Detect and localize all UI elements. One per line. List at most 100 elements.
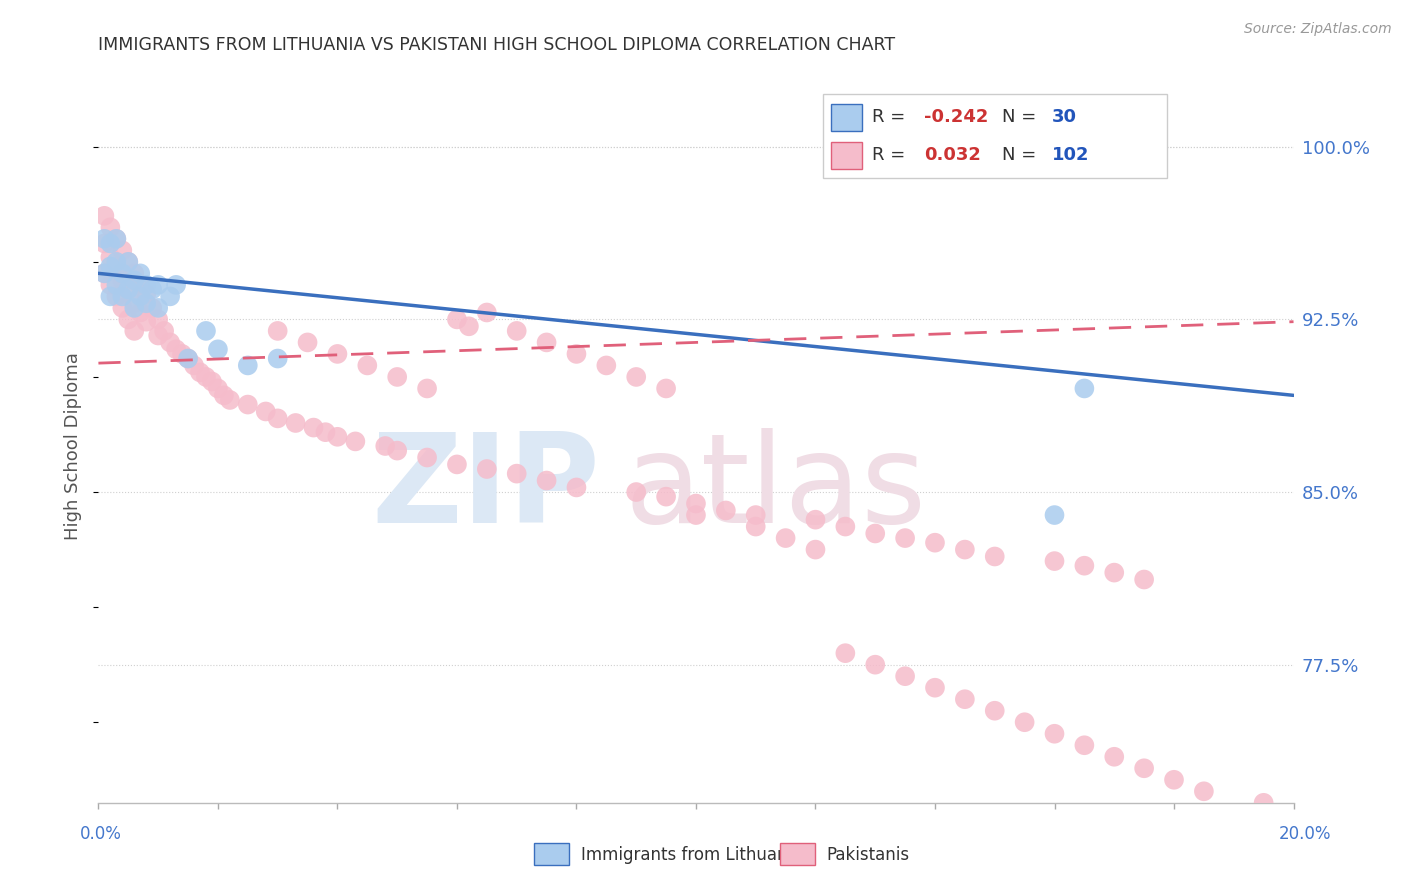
Point — [129, 266, 152, 280]
Point — [236, 359, 259, 373]
Point — [834, 646, 856, 660]
Point — [124, 301, 146, 315]
Point — [714, 503, 737, 517]
Point — [117, 312, 139, 326]
Point — [111, 244, 134, 258]
Point — [267, 411, 290, 425]
Point — [100, 236, 122, 251]
Point — [297, 335, 319, 350]
Point — [267, 351, 290, 366]
Point — [385, 443, 409, 458]
Text: R =: R = — [872, 108, 905, 127]
Text: 30: 30 — [1052, 108, 1077, 127]
Point — [1104, 749, 1126, 764]
Point — [953, 692, 976, 706]
Point — [1163, 772, 1185, 787]
Point — [141, 283, 163, 297]
Point — [93, 236, 115, 251]
Point — [135, 277, 157, 292]
Point — [105, 232, 128, 246]
Point — [165, 277, 187, 292]
Point — [267, 324, 290, 338]
Point — [148, 301, 170, 315]
Point — [626, 485, 648, 500]
Point — [416, 381, 439, 395]
Point — [100, 289, 122, 303]
Point — [219, 392, 242, 407]
Point — [93, 232, 115, 246]
Point — [159, 289, 181, 303]
Text: ZIP: ZIP — [371, 428, 600, 549]
Point — [254, 404, 277, 418]
Point — [1043, 508, 1066, 522]
Point — [153, 324, 176, 338]
Point — [93, 209, 115, 223]
Point — [536, 474, 558, 488]
Point — [446, 458, 468, 472]
Point — [141, 301, 163, 315]
Point — [1104, 566, 1126, 580]
Point — [1192, 784, 1215, 798]
Point — [100, 277, 122, 292]
Point — [165, 343, 187, 357]
Point — [195, 324, 218, 338]
Point — [124, 324, 146, 338]
Point — [124, 296, 146, 310]
Point — [111, 273, 134, 287]
Point — [117, 255, 139, 269]
Point — [685, 508, 707, 522]
Point — [183, 359, 205, 373]
Point — [374, 439, 396, 453]
Point — [1133, 761, 1156, 775]
Point — [1043, 554, 1066, 568]
Text: -0.242: -0.242 — [924, 108, 988, 127]
Point — [775, 531, 797, 545]
Point — [804, 513, 827, 527]
Text: atlas: atlas — [624, 428, 927, 549]
Point — [356, 359, 378, 373]
Point — [326, 347, 349, 361]
Point — [953, 542, 976, 557]
Point — [93, 266, 115, 280]
Point — [315, 425, 337, 440]
Point — [236, 398, 259, 412]
Point — [105, 255, 128, 269]
Point — [148, 312, 170, 326]
Point — [111, 301, 134, 315]
Text: 20.0%: 20.0% — [1278, 825, 1331, 843]
Point — [924, 535, 946, 549]
Point — [745, 519, 768, 533]
Point — [1043, 727, 1066, 741]
Point — [105, 260, 128, 274]
Point — [745, 508, 768, 522]
Point — [1073, 558, 1095, 573]
Point — [135, 315, 157, 329]
Point — [1014, 715, 1036, 730]
Point — [595, 359, 617, 373]
Point — [284, 416, 307, 430]
Point — [100, 260, 122, 274]
Point — [894, 531, 917, 545]
Point — [148, 277, 170, 292]
Point — [100, 250, 122, 264]
Point — [148, 328, 170, 343]
Y-axis label: High School Diploma: High School Diploma — [65, 352, 83, 540]
Point — [117, 283, 139, 297]
Point — [302, 420, 325, 434]
Point — [458, 319, 481, 334]
Point — [188, 365, 211, 379]
Point — [984, 704, 1007, 718]
Point — [93, 266, 115, 280]
Point — [111, 289, 134, 303]
Point — [117, 255, 139, 269]
Point — [105, 277, 128, 292]
Text: Source: ZipAtlas.com: Source: ZipAtlas.com — [1244, 22, 1392, 37]
Point — [626, 370, 648, 384]
Point — [565, 480, 588, 494]
Point — [124, 266, 146, 280]
Point — [1133, 573, 1156, 587]
Text: 102: 102 — [1052, 146, 1090, 164]
Text: IMMIGRANTS FROM LITHUANIA VS PAKISTANI HIGH SCHOOL DIPLOMA CORRELATION CHART: IMMIGRANTS FROM LITHUANIA VS PAKISTANI H… — [98, 36, 896, 54]
Point — [201, 375, 224, 389]
Point — [129, 289, 152, 303]
